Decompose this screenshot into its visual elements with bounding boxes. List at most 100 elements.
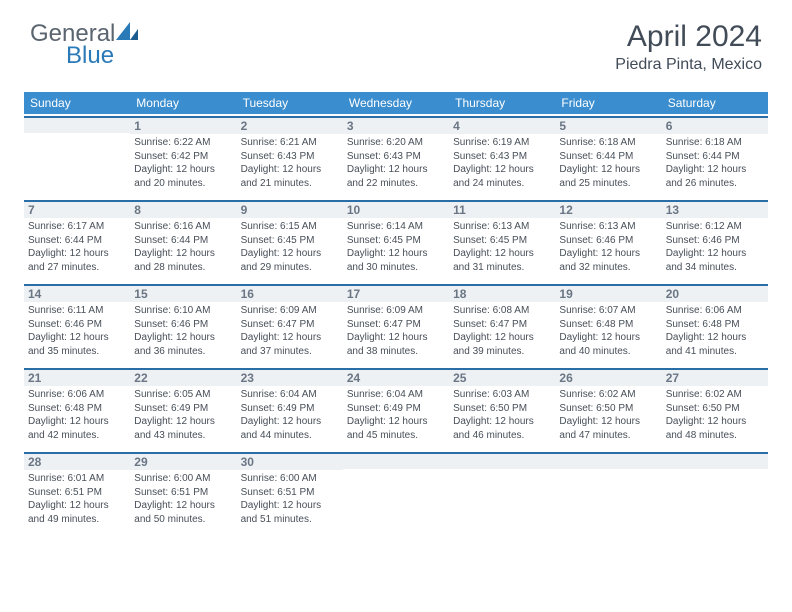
day-number: 12: [555, 200, 661, 218]
day-number: 15: [130, 284, 236, 302]
day-number: 13: [662, 200, 768, 218]
weekday-header: Sunday: [24, 92, 130, 114]
weekday-header: Monday: [130, 92, 236, 114]
day-info: Sunrise: 6:22 AMSunset: 6:42 PMDaylight:…: [134, 136, 232, 190]
calendar-cell: 7 Sunrise: 6:17 AMSunset: 6:44 PMDaylight…: [24, 198, 130, 282]
day-info: Sunrise: 6:21 AMSunset: 6:43 PMDaylight:…: [241, 136, 339, 190]
weekday-header: Saturday: [662, 92, 768, 114]
day-number: 24: [343, 368, 449, 386]
calendar-cell: 19Sunrise: 6:07 AMSunset: 6:48 PMDayligh…: [555, 282, 661, 366]
calendar-cell: 11 Sunrise: 6:13 AMSunset: 6:45 PMDayligh…: [449, 198, 555, 282]
day-number: 21: [24, 368, 130, 386]
day-info: Sunrise: 6:10 AMSunset: 6:46 PMDaylight:…: [134, 304, 232, 358]
day-number: 18: [449, 284, 555, 302]
calendar-cell: 30 Sunrise: 6:00 AMSunset: 6:51 PMDayligh…: [237, 450, 343, 534]
calendar-cell: 16 Sunrise: 6:09 AMSunset: 6:47 PMDayligh…: [237, 282, 343, 366]
calendar-cell: 15 Sunrise: 6:10 AMSunset: 6:46 PMDayligh…: [130, 282, 236, 366]
calendar-week-row: 1 Sunrise: 6:22 AMSunset: 6:42 PMDaylight…: [24, 114, 768, 198]
calendar-week-row: 28Sunrise: 6:01 AMSunset: 6:51 PMDayligh…: [24, 450, 768, 534]
weekday-header: Friday: [555, 92, 661, 114]
calendar-cell: 14 Sunrise: 6:11 AMSunset: 6:46 PMDayligh…: [24, 282, 130, 366]
month-title: April 2024: [615, 20, 762, 54]
calendar-week-row: 7 Sunrise: 6:17 AMSunset: 6:44 PMDaylight…: [24, 198, 768, 282]
day-number: 3: [343, 116, 449, 134]
calendar-cell: 10 Sunrise: 6:14 AMSunset: 6:45 PMDayligh…: [343, 198, 449, 282]
day-info: Sunrise: 6:15 AMSunset: 6:45 PMDaylight:…: [241, 220, 339, 274]
day-number: 5: [555, 116, 661, 134]
day-info: Sunrise: 6:00 AMSunset: 6:51 PMDaylight:…: [134, 472, 232, 526]
calendar-cell: 22 Sunrise: 6:05 AMSunset: 6:49 PMDayligh…: [130, 366, 236, 450]
day-number: 2: [237, 116, 343, 134]
calendar-cell: 2 Sunrise: 6:21 AMSunset: 6:43 PMDaylight…: [237, 114, 343, 198]
calendar-cell: 28Sunrise: 6:01 AMSunset: 6:51 PMDayligh…: [24, 450, 130, 534]
day-number: 23: [237, 368, 343, 386]
day-info: Sunrise: 6:00 AMSunset: 6:51 PMDaylight:…: [241, 472, 339, 526]
day-number: 27: [662, 368, 768, 386]
day-number: 11: [449, 200, 555, 218]
day-number: 16: [237, 284, 343, 302]
calendar-cell: 23 Sunrise: 6:04 AMSunset: 6:49 PMDayligh…: [237, 366, 343, 450]
day-number: 9: [237, 200, 343, 218]
calendar-cell: 18 Sunrise: 6:08 AMSunset: 6:47 PMDayligh…: [449, 282, 555, 366]
day-info: Sunrise: 6:08 AMSunset: 6:47 PMDaylight:…: [453, 304, 551, 358]
calendar-cell: 21 Sunrise: 6:06 AMSunset: 6:48 PMDayligh…: [24, 366, 130, 450]
day-number: 26: [555, 368, 661, 386]
weekday-header: Wednesday: [343, 92, 449, 114]
calendar-cell: [343, 450, 449, 534]
day-info: Sunrise: 6:09 AMSunset: 6:47 PMDaylight:…: [241, 304, 339, 358]
day-number: 20: [662, 284, 768, 302]
day-number: 30: [237, 452, 343, 470]
calendar-cell: 8 Sunrise: 6:16 AMSunset: 6:44 PMDaylight…: [130, 198, 236, 282]
day-info: Sunrise: 6:06 AMSunset: 6:48 PMDaylight:…: [28, 388, 126, 442]
day-number: 1: [130, 116, 236, 134]
day-number: 10: [343, 200, 449, 218]
weekday-header-row: Sunday Monday Tuesday Wednesday Thursday…: [24, 92, 768, 114]
calendar-cell: 27 Sunrise: 6:02 AMSunset: 6:50 PMDayligh…: [662, 366, 768, 450]
calendar-cell: 9 Sunrise: 6:15 AMSunset: 6:45 PMDaylight…: [237, 198, 343, 282]
calendar-week-row: 14 Sunrise: 6:11 AMSunset: 6:46 PMDayligh…: [24, 282, 768, 366]
calendar-cell: [662, 450, 768, 534]
calendar-cell: 29 Sunrise: 6:00 AMSunset: 6:51 PMDayligh…: [130, 450, 236, 534]
weekday-header: Thursday: [449, 92, 555, 114]
day-info: Sunrise: 6:13 AMSunset: 6:45 PMDaylight:…: [453, 220, 551, 274]
calendar-cell: 6 Sunrise: 6:18 AMSunset: 6:44 PMDaylight…: [662, 114, 768, 198]
day-info: Sunrise: 6:04 AMSunset: 6:49 PMDaylight:…: [241, 388, 339, 442]
day-info: Sunrise: 6:04 AMSunset: 6:49 PMDaylight:…: [347, 388, 445, 442]
calendar-cell: 20 Sunrise: 6:06 AMSunset: 6:48 PMDayligh…: [662, 282, 768, 366]
calendar-cell: 5Sunrise: 6:18 AMSunset: 6:44 PMDaylight…: [555, 114, 661, 198]
day-number: 7: [24, 200, 130, 218]
day-info: Sunrise: 6:18 AMSunset: 6:44 PMDaylight:…: [666, 136, 764, 190]
calendar-cell: 24 Sunrise: 6:04 AMSunset: 6:49 PMDayligh…: [343, 366, 449, 450]
day-number: 17: [343, 284, 449, 302]
calendar-cell: 13 Sunrise: 6:12 AMSunset: 6:46 PMDayligh…: [662, 198, 768, 282]
calendar-cell: 12Sunrise: 6:13 AMSunset: 6:46 PMDayligh…: [555, 198, 661, 282]
day-info: Sunrise: 6:12 AMSunset: 6:46 PMDaylight:…: [666, 220, 764, 274]
calendar-cell: 4 Sunrise: 6:19 AMSunset: 6:43 PMDaylight…: [449, 114, 555, 198]
location-label: Piedra Pinta, Mexico: [615, 56, 762, 74]
day-info: Sunrise: 6:06 AMSunset: 6:48 PMDaylight:…: [666, 304, 764, 358]
day-info: Sunrise: 6:11 AMSunset: 6:46 PMDaylight:…: [28, 304, 126, 358]
calendar-cell: [555, 450, 661, 534]
day-info: Sunrise: 6:16 AMSunset: 6:44 PMDaylight:…: [134, 220, 232, 274]
day-info: Sunrise: 6:05 AMSunset: 6:49 PMDaylight:…: [134, 388, 232, 442]
calendar-cell: 3Sunrise: 6:20 AMSunset: 6:43 PMDaylight…: [343, 114, 449, 198]
day-info: Sunrise: 6:19 AMSunset: 6:43 PMDaylight:…: [453, 136, 551, 190]
day-info: Sunrise: 6:02 AMSunset: 6:50 PMDaylight:…: [666, 388, 764, 442]
day-info: Sunrise: 6:07 AMSunset: 6:48 PMDaylight:…: [559, 304, 657, 358]
day-number: 14: [24, 284, 130, 302]
calendar-table: Sunday Monday Tuesday Wednesday Thursday…: [24, 92, 768, 534]
day-number: 4: [449, 116, 555, 134]
day-info: Sunrise: 6:14 AMSunset: 6:45 PMDaylight:…: [347, 220, 445, 274]
day-info: Sunrise: 6:02 AMSunset: 6:50 PMDaylight:…: [559, 388, 657, 442]
day-info: Sunrise: 6:17 AMSunset: 6:44 PMDaylight:…: [28, 220, 126, 274]
calendar-cell: 25 Sunrise: 6:03 AMSunset: 6:50 PMDayligh…: [449, 366, 555, 450]
day-number: 8: [130, 200, 236, 218]
day-number: 22: [130, 368, 236, 386]
day-number: 6: [662, 116, 768, 134]
day-info: Sunrise: 6:09 AMSunset: 6:47 PMDaylight:…: [347, 304, 445, 358]
day-number: 25: [449, 368, 555, 386]
calendar-cell: [449, 450, 555, 534]
day-number: 29: [130, 452, 236, 470]
calendar-cell: [24, 114, 130, 198]
day-info: Sunrise: 6:03 AMSunset: 6:50 PMDaylight:…: [453, 388, 551, 442]
